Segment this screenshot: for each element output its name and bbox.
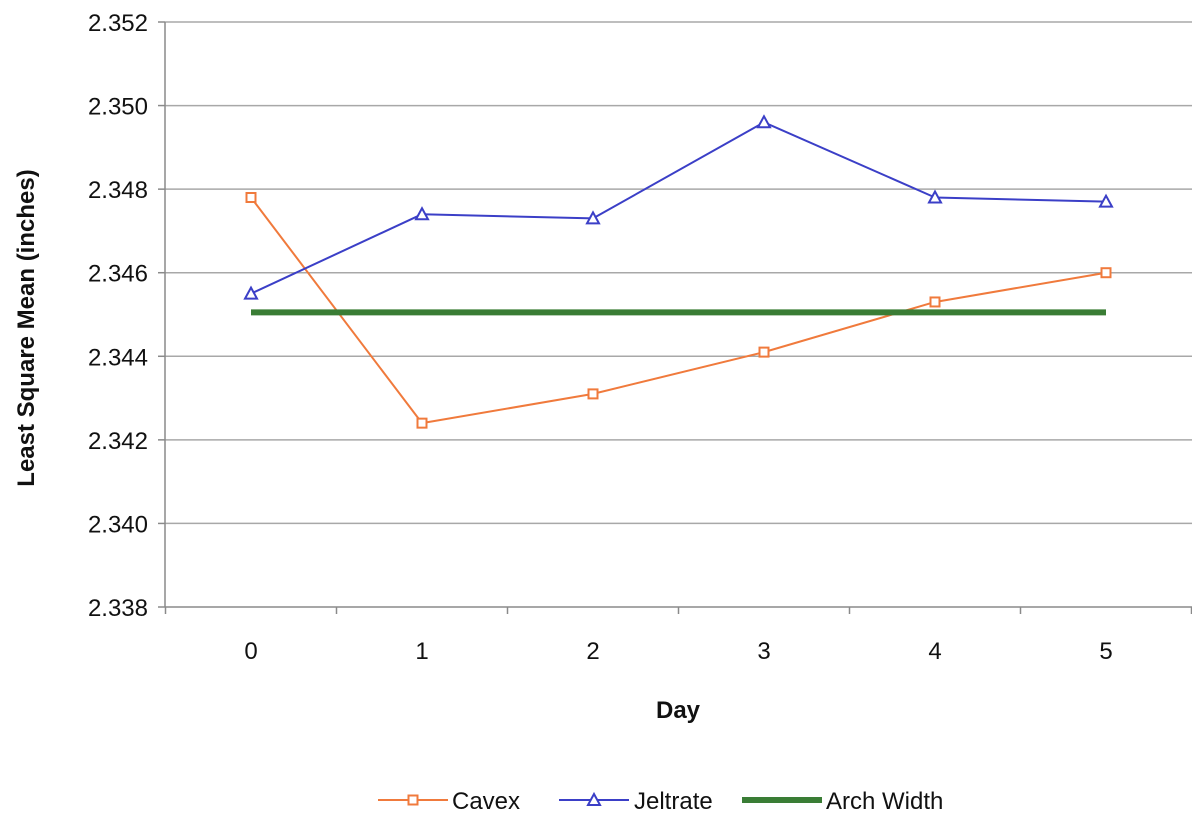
- y-tick-label: 2.346: [88, 261, 148, 288]
- x-tick-label: 3: [757, 638, 770, 665]
- series-line-jeltrate: [250, 121, 1107, 295]
- x-tick-label: 2: [586, 638, 599, 665]
- data-point-jeltrate: [927, 189, 943, 204]
- y-tick-label: 2.352: [88, 10, 148, 37]
- grid-lines: [165, 21, 1192, 525]
- data-point-jeltrate: [414, 206, 430, 221]
- x-tick-labels: 0 1 2 3 4 5: [244, 638, 1112, 665]
- series-markers: [243, 114, 1114, 429]
- x-tick-label: 5: [1099, 638, 1112, 665]
- x-tick-label: 0: [244, 638, 257, 665]
- data-point-jeltrate: [243, 285, 259, 300]
- y-tick-label: 2.340: [88, 511, 148, 538]
- data-point-jeltrate: [1098, 193, 1114, 208]
- y-tick-label: 2.344: [88, 344, 148, 371]
- legend-label: Jeltrate: [634, 788, 713, 815]
- data-point-cavex: [758, 346, 770, 358]
- legend: Cavex Jeltrate Arch Width: [378, 788, 943, 815]
- x-tick-label: 1: [415, 638, 428, 665]
- legend-label: Arch Width: [826, 788, 943, 815]
- data-point-cavex: [929, 296, 941, 308]
- data-point-cavex: [1100, 267, 1112, 279]
- y-tick-label: 2.338: [88, 595, 148, 622]
- data-point-cavex: [245, 192, 257, 203]
- data-point-cavex: [587, 388, 599, 400]
- y-tick-label: 2.342: [88, 428, 148, 455]
- x-tick-label: 4: [928, 638, 941, 665]
- series-line-cavex: [250, 196, 1107, 425]
- legend-label: Cavex: [452, 788, 520, 815]
- data-point-jeltrate: [585, 210, 601, 225]
- y-tick-label: 2.350: [88, 94, 148, 121]
- legend-marker: [407, 794, 419, 806]
- y-axis-title: Least Square Mean (inches): [13, 169, 40, 486]
- legend-marker: [586, 791, 602, 806]
- data-point-cavex: [416, 417, 428, 429]
- data-point-jeltrate: [756, 114, 772, 129]
- series-lines: [250, 121, 1107, 425]
- axes: [158, 21, 1192, 614]
- y-tick-label: 2.348: [88, 177, 148, 204]
- y-tick-labels: 2.338 2.340 2.342 2.344 2.346 2.348 2.350 2.352: [88, 10, 148, 622]
- x-axis-title: Day: [656, 697, 701, 724]
